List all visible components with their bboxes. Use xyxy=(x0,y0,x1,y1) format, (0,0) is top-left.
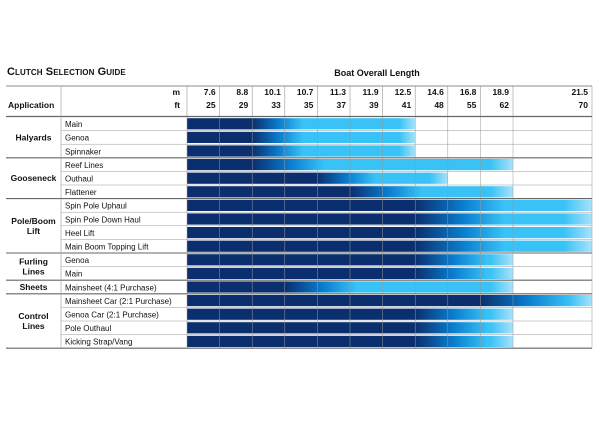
row-label: Heel Lift xyxy=(65,229,95,238)
tick-label-m: 16.8 xyxy=(460,87,477,97)
tick-label-m: 14.6 xyxy=(427,87,444,97)
tick-label-ft: 62 xyxy=(500,100,510,110)
row-label: Genoa xyxy=(65,256,90,265)
tick-label-ft: 25 xyxy=(206,100,216,110)
tick-label-m: 7.6 xyxy=(204,87,216,97)
range-bar xyxy=(187,227,592,239)
row-label: Main xyxy=(65,120,82,129)
row-label: Genoa Car (2:1 Purchase) xyxy=(65,311,159,320)
row-label: Flattener xyxy=(65,188,97,197)
tick-label-ft: 33 xyxy=(271,100,281,110)
group-label: Furling xyxy=(19,257,48,267)
tick-label-m: 10.7 xyxy=(297,87,314,97)
tick-label-ft: 39 xyxy=(369,100,379,110)
row-label: Main Boom Topping Lift xyxy=(65,243,149,252)
row-label: Kicking Strap/Vang xyxy=(65,338,132,347)
tick-label-ft: 37 xyxy=(337,100,347,110)
row-label: Mainsheet Car (2:1 Purchase) xyxy=(65,297,172,306)
tick-label-m: 10.1 xyxy=(264,87,281,97)
range-bar xyxy=(187,240,592,252)
group-label: Halyards xyxy=(16,132,52,142)
tick-label-ft: 41 xyxy=(402,100,412,110)
boat-length-header: Boat Overall Length xyxy=(334,68,420,78)
group-label: Lines xyxy=(22,321,44,331)
row-label: Spin Pole Down Haul xyxy=(65,215,141,224)
row-label: Pole Outhaul xyxy=(65,324,111,333)
range-bar xyxy=(187,295,592,307)
row-label: Spin Pole Uphaul xyxy=(65,202,127,211)
range-bar xyxy=(187,213,592,225)
chart-title: Clutch Selection Guide xyxy=(7,66,126,78)
tick-label-ft: 35 xyxy=(304,100,314,110)
group-label: Lift xyxy=(27,226,40,236)
tick-label-ft: 29 xyxy=(239,100,249,110)
tick-label-ft: 48 xyxy=(434,100,444,110)
tick-label-m: 8.8 xyxy=(236,87,248,97)
application-label: Application xyxy=(8,100,54,110)
tick-label-ft: 55 xyxy=(467,100,477,110)
row-label: Outhaul xyxy=(65,175,93,184)
row-label: Mainsheet (4:1 Purchase) xyxy=(65,283,157,292)
group-label: Gooseneck xyxy=(11,173,57,183)
row-label: Genoa xyxy=(65,134,90,143)
tick-label-m: 18.9 xyxy=(492,87,509,97)
unit-m-label: m xyxy=(172,87,180,97)
tick-label-m: 21.5 xyxy=(571,87,588,97)
tick-label-m: 12.5 xyxy=(395,87,412,97)
group-label: Control xyxy=(18,311,48,321)
tick-label-m: 11.3 xyxy=(330,87,346,97)
tick-label-m: 11.9 xyxy=(363,87,379,97)
row-label: Main xyxy=(65,270,82,279)
group-label: Lines xyxy=(22,267,44,277)
range-bar xyxy=(187,145,416,157)
group-label: Sheets xyxy=(20,282,48,292)
unit-ft-label: ft xyxy=(174,100,180,110)
tick-label-ft: 70 xyxy=(579,100,589,110)
range-bar xyxy=(187,131,416,143)
range-bar xyxy=(187,199,592,211)
row-label: Spinnaker xyxy=(65,147,101,156)
range-bar xyxy=(187,118,416,130)
group-label: Pole/Boom xyxy=(11,216,56,226)
row-label: Reef Lines xyxy=(65,161,103,170)
